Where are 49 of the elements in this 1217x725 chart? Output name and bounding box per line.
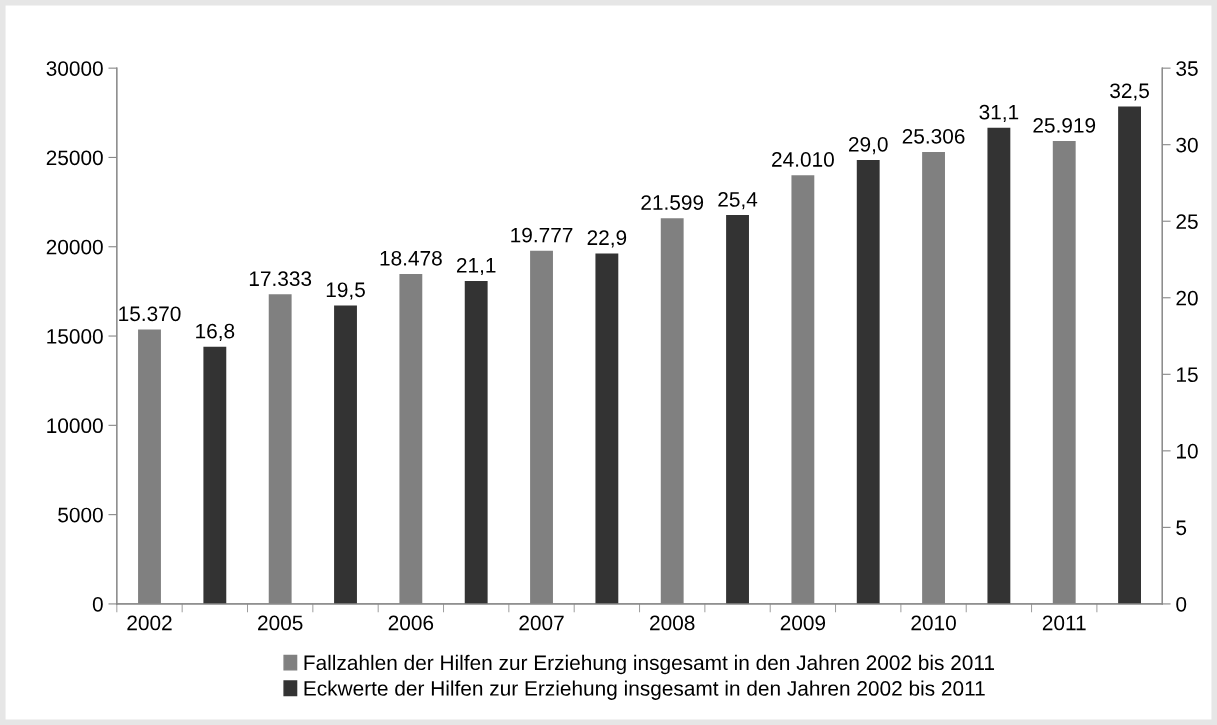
y2-tick-label: 0	[1176, 596, 1187, 612]
y-tick-label: 20000	[46, 239, 103, 255]
y2-tick-label: 25	[1176, 214, 1198, 229]
data-label: 24.010	[772, 152, 834, 167]
data-label: 22,9	[587, 230, 627, 248]
x-tick-label: 2007	[519, 615, 564, 631]
data-label: 21.599	[641, 195, 704, 210]
data-label: 15.370	[119, 306, 181, 322]
x-tick-label: 2008	[650, 615, 695, 631]
data-label: 32,5	[1110, 83, 1149, 101]
y-tick-label: 25000	[46, 150, 103, 166]
x-tick-label: 2002	[127, 615, 172, 631]
y2-tick-label: 5	[1176, 520, 1187, 536]
data-label: 25.919	[1033, 118, 1096, 133]
data-label: 17.333	[249, 271, 312, 287]
y-tick-label: 15000	[47, 329, 103, 344]
legend-label: Fallzahlen der Hilfen zur Erziehung insgesamt in den Jahren 2002 bis 2011	[304, 654, 994, 675]
data-label: 29,0	[848, 136, 888, 155]
bar	[726, 215, 749, 604]
bar	[987, 127, 1011, 604]
bar	[464, 280, 488, 604]
bar	[1118, 106, 1141, 604]
bar	[203, 346, 227, 604]
data-label: 25.306	[902, 128, 965, 144]
data-label: 16,8	[196, 323, 235, 341]
y2-tick-label: 20	[1176, 290, 1198, 306]
data-label: 19.777	[511, 227, 573, 243]
bar	[856, 160, 880, 604]
y2-tick-label: 35	[1176, 61, 1198, 76]
data-label: 31,1	[979, 104, 1019, 123]
data-label: 18.478	[380, 250, 442, 266]
data-label: 21,1	[456, 257, 496, 276]
y2-tick-label: 10	[1177, 443, 1198, 459]
x-tick-label: 2011	[1042, 615, 1086, 631]
y-tick-label: 5000	[58, 507, 103, 523]
x-tick-label: 2010	[911, 615, 956, 631]
x-tick-label: 2006	[388, 615, 434, 631]
y2-tick-label: 30	[1176, 137, 1198, 153]
bar	[334, 305, 357, 604]
x-tick-label: 2005	[258, 615, 303, 631]
bar	[595, 253, 619, 604]
y-tick-label: 30000	[46, 61, 103, 76]
x-tick-label: 2009	[780, 615, 826, 631]
data-label: 19,5	[326, 282, 365, 300]
y-tick-label: 0	[92, 596, 103, 612]
y-tick-label: 10000	[47, 418, 103, 434]
y2-tick-label: 15	[1177, 367, 1198, 383]
data-label: 25,4	[718, 192, 758, 210]
legend-label: Eckwerte der Hilfen zur Erziehung insgesamt in den Jahren 2002 bis 2011	[304, 680, 985, 700]
